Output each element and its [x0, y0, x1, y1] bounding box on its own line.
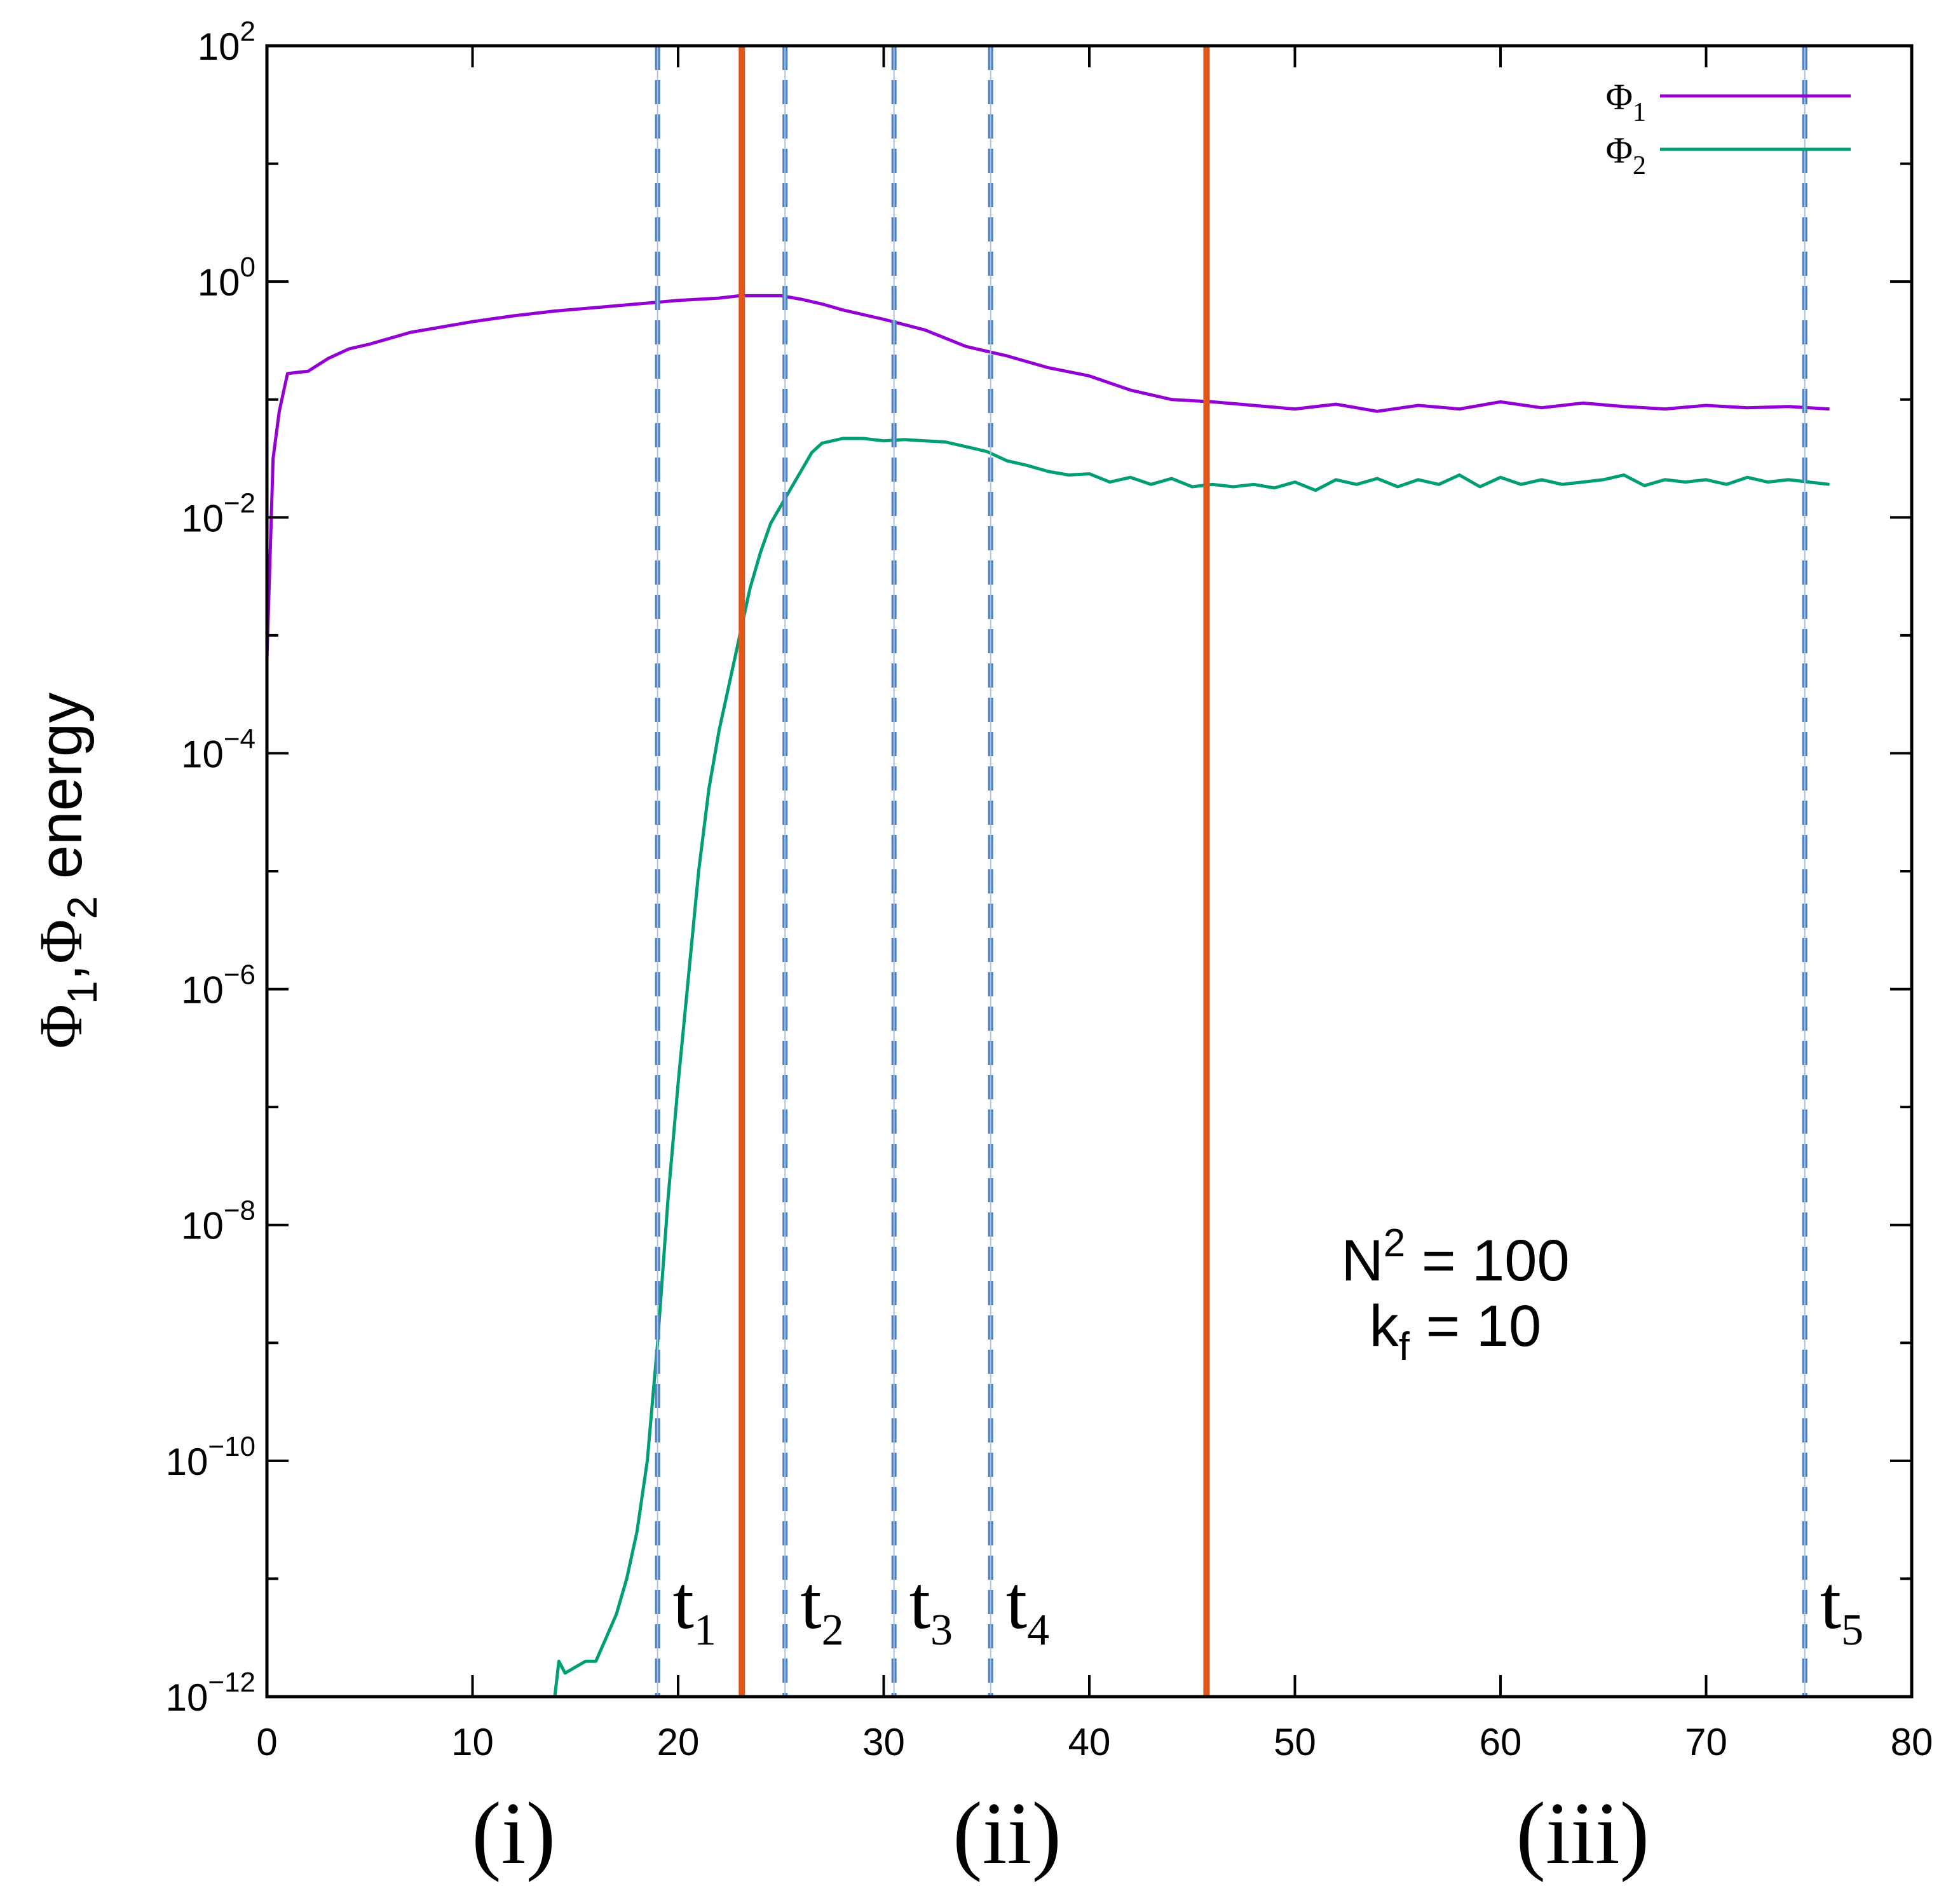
tick-layer [266, 44, 1913, 1698]
legend-entry-2-label: Φ2 [1606, 130, 1646, 180]
label-layer: 0 10 20 30 40 50 60 70 80 102 100 10−2 10−4 10−6 10−8 1… [166, 16, 1933, 1883]
phase-label: (i) [472, 1784, 555, 1883]
y-tick-label: 102 [198, 16, 255, 68]
annotation-k-f: kf = 10 [1370, 1294, 1541, 1369]
time-marker-label: t5 [1820, 1560, 1863, 1655]
series-line-phi-1 [267, 294, 1830, 660]
x-tick-label: 60 [1480, 1721, 1522, 1763]
y-tick-label: 100 [198, 252, 255, 304]
phase-label: (ii) [953, 1784, 1061, 1883]
legend: Φ1 Φ2 [1606, 76, 1851, 180]
x-tick-label: 70 [1685, 1721, 1727, 1763]
time-marker-label: t3 [909, 1560, 953, 1655]
plot-frame [265, 44, 1914, 1699]
marker-layer [655, 46, 1807, 1697]
x-tick-label: 10 [451, 1721, 494, 1763]
x-tick-label: 0 [256, 1721, 277, 1763]
y-axis-label: Φ1,Φ2 energy [27, 693, 105, 1049]
time-marker-label: t2 [800, 1560, 843, 1655]
time-marker-label: t1 [673, 1560, 716, 1655]
series-line-phi-2 [553, 437, 1830, 1697]
y-tick-label: 10−2 [181, 487, 255, 539]
phase-label: (iii) [1516, 1784, 1649, 1883]
legend-entry-1-label: Φ1 [1606, 76, 1646, 127]
series-layer [267, 294, 1830, 1697]
x-tick-label: 40 [1068, 1721, 1111, 1763]
annotation-n-squared: N2 = 100 [1341, 1221, 1569, 1293]
y-tick-label: 10−6 [181, 960, 255, 1012]
y-tick-label: 10−12 [166, 1667, 255, 1719]
y-tick-label: 10−8 [181, 1195, 255, 1247]
y-tick-label: 10−10 [166, 1431, 255, 1483]
time-marker-label: t4 [1006, 1560, 1049, 1655]
y-tick-label: 10−4 [181, 723, 255, 775]
x-tick-label: 30 [862, 1721, 905, 1763]
x-tick-label: 20 [657, 1721, 700, 1763]
x-tick-label: 50 [1274, 1721, 1316, 1763]
x-tick-label: 80 [1891, 1721, 1933, 1763]
